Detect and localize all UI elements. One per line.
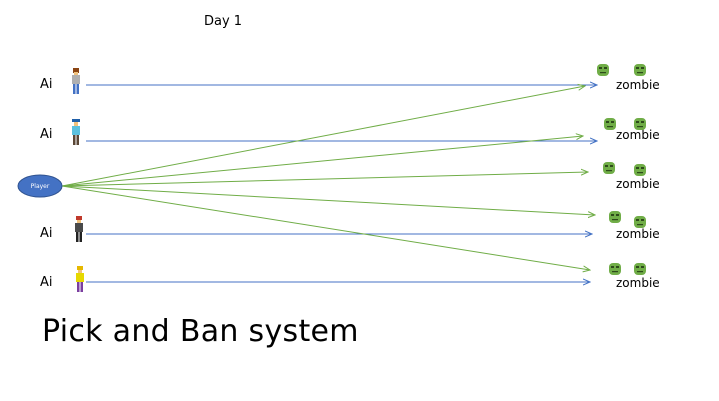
player-arrow-5 bbox=[61, 185, 590, 270]
zombie-icon bbox=[634, 64, 646, 76]
zombie-icon bbox=[634, 263, 646, 275]
ai-label-1: Ai bbox=[40, 77, 53, 92]
player-arrow-3 bbox=[61, 172, 588, 187]
zombie-icon bbox=[609, 263, 621, 275]
ai-label-3: Ai bbox=[40, 226, 53, 241]
ai-character-icon-4 bbox=[76, 266, 84, 292]
ai-character-icon-2 bbox=[72, 119, 80, 145]
zombie-label-4: zombie bbox=[616, 227, 660, 241]
zombie-icon bbox=[603, 162, 615, 174]
zombie-icon bbox=[609, 211, 621, 223]
zombie-label-5: zombie bbox=[616, 276, 660, 290]
zombie-icon bbox=[634, 118, 646, 130]
zombie-label-1: zombie bbox=[616, 78, 660, 92]
zombie-icon bbox=[604, 118, 616, 130]
player-node: Player bbox=[17, 174, 63, 198]
zombie-label-3: zombie bbox=[616, 177, 660, 191]
page-title: Pick and Ban system bbox=[42, 314, 359, 349]
ai-character-icon-1 bbox=[72, 68, 80, 94]
player-arrow-2 bbox=[61, 136, 583, 187]
day-label: Day 1 bbox=[204, 14, 243, 29]
ai-character-icon-3 bbox=[75, 216, 83, 242]
zombie-label-2: zombie bbox=[616, 128, 660, 142]
zombie-icon bbox=[597, 64, 609, 76]
player-label: Player bbox=[31, 183, 50, 190]
zombie-icon bbox=[634, 164, 646, 176]
player-arrow-1 bbox=[61, 86, 585, 187]
player-arrow-4 bbox=[61, 185, 595, 215]
ai-label-4: Ai bbox=[40, 275, 53, 290]
ai-label-2: Ai bbox=[40, 127, 53, 142]
zombie-icon bbox=[634, 216, 646, 228]
